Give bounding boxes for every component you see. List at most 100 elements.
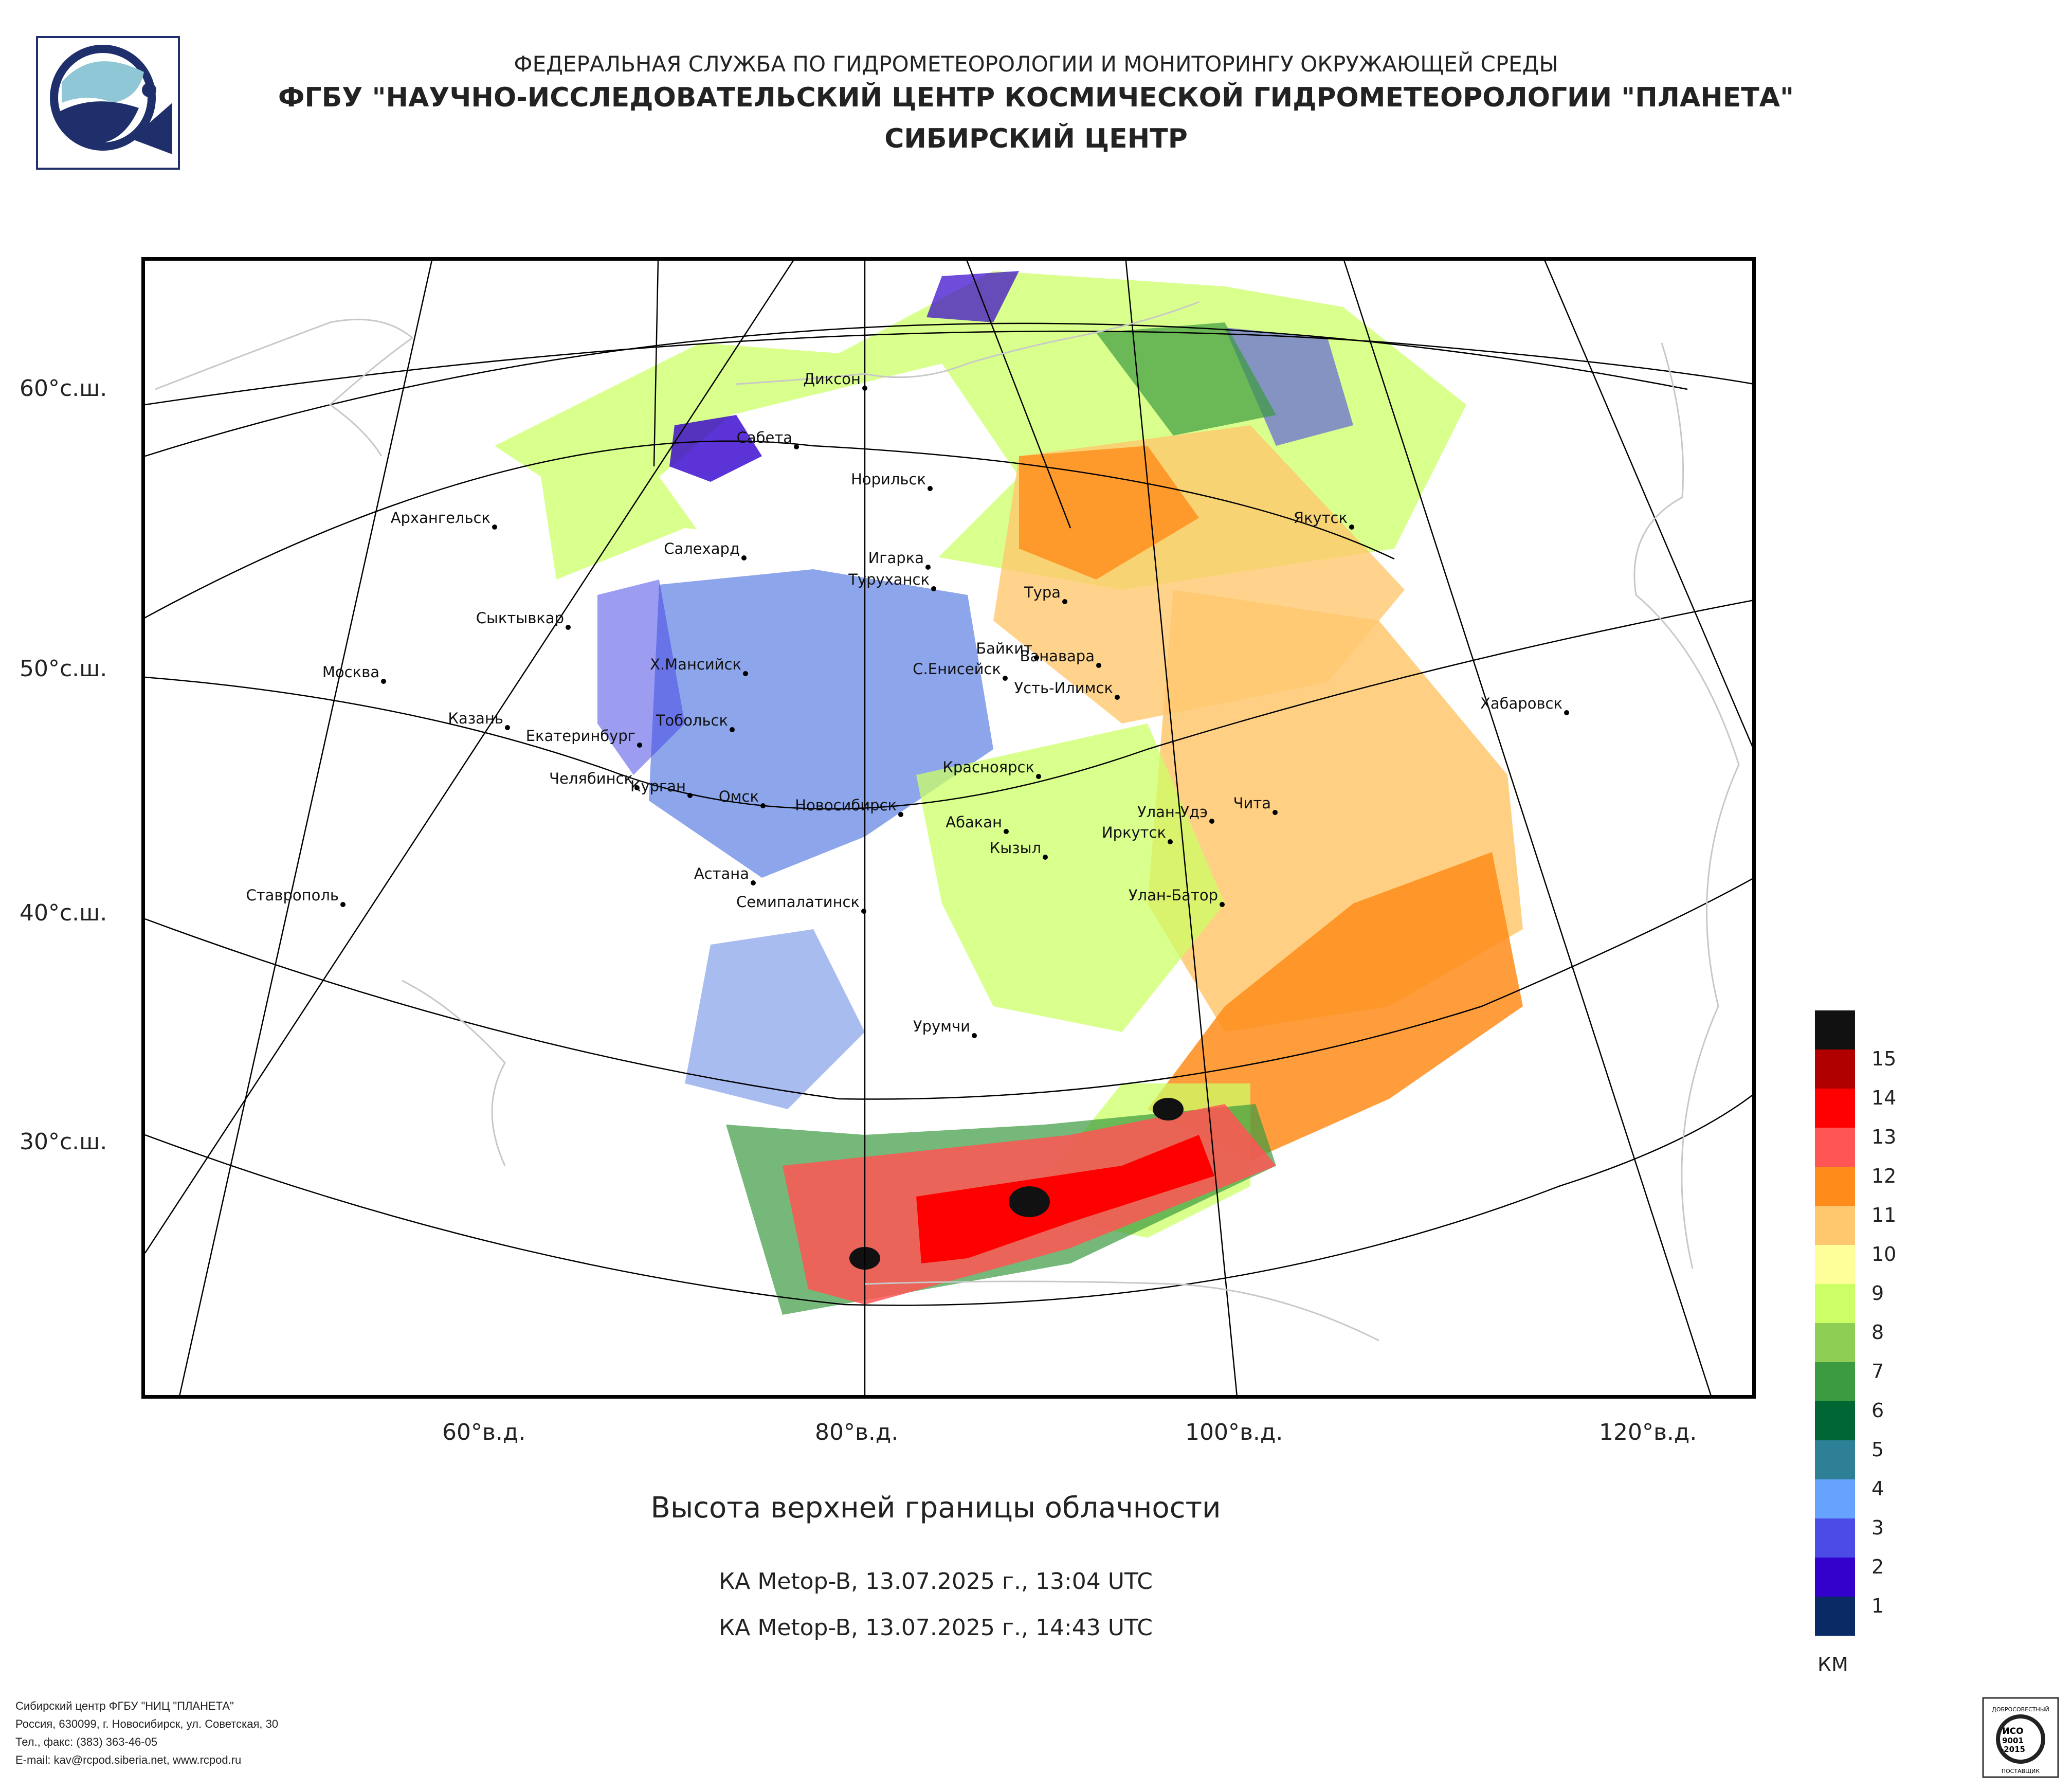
city-dot <box>898 812 903 817</box>
legend-swatch <box>1815 1206 1855 1245</box>
city-markers: Диксон Сабета Норильск Архангельск Якутск Сал… <box>246 370 1569 1038</box>
city-dot <box>1209 819 1214 824</box>
city-dot <box>931 586 936 591</box>
badge-line3: -2015 <box>2001 1745 2025 1754</box>
city-dot <box>741 555 747 560</box>
legend-swatch <box>1815 1479 1855 1518</box>
city-label: Сабета <box>737 429 792 446</box>
graticule <box>145 261 1752 1395</box>
legend-swatch <box>1815 1597 1855 1636</box>
legend-swatch <box>1815 1284 1855 1323</box>
city-label: Туруханск <box>848 571 930 588</box>
lat-label-50: 50°с.ш. <box>20 656 107 682</box>
legend-swatch <box>1815 1010 1855 1050</box>
legend-swatch <box>1815 1245 1855 1284</box>
lon-label-100: 100°в.д. <box>1185 1419 1283 1445</box>
footer-email: E-mail: kav@rcpod.siberia.net, www.rcpod… <box>15 1753 242 1766</box>
city-dot <box>1036 774 1041 779</box>
footer-address: Россия, 630099, г. Новосибирск, ул. Сове… <box>15 1717 279 1730</box>
city-label: Москва <box>322 663 379 681</box>
legend-swatch <box>1815 1167 1855 1206</box>
city-label: Тура <box>1024 584 1061 601</box>
city-dot <box>1043 855 1048 860</box>
city-label: Норильск <box>851 471 926 488</box>
city-label: Байкит <box>976 640 1032 657</box>
legend-swatch <box>1815 1558 1855 1597</box>
city-dot <box>861 909 866 914</box>
city-dot <box>1349 524 1354 530</box>
city-dot <box>1003 676 1008 681</box>
city-dot <box>925 565 931 570</box>
city-label: Семипалатинск <box>736 893 860 911</box>
legend-swatch <box>1815 1128 1855 1167</box>
city-label: Улан-Удэ <box>1137 803 1208 821</box>
city-dot <box>1220 902 1225 907</box>
legend-swatch <box>1815 1518 1855 1558</box>
lat-label-30: 30°с.ш. <box>20 1129 107 1155</box>
badge-top-text: ДОБРОСОВЕСТНЫЙ <box>1992 1706 2049 1713</box>
city-dot <box>505 725 510 730</box>
legend-unit: КМ <box>1817 1653 1848 1676</box>
city-dot <box>492 524 497 530</box>
city-label: Диксон <box>803 370 861 388</box>
city-label: Курган <box>630 777 686 795</box>
city-dot <box>972 1033 977 1038</box>
legend-label: 3 <box>1871 1516 1884 1539</box>
badge-line1: ИСО <box>2002 1726 2023 1736</box>
legend-swatch <box>1815 1323 1855 1362</box>
city-dot <box>760 803 766 808</box>
legend-label: 9 <box>1871 1282 1884 1305</box>
legend-label: 11 <box>1871 1204 1897 1226</box>
cloud-top-height-map: Диксон Сабета Норильск Архангельск Якутск Сал… <box>141 257 1756 1399</box>
city-label: Игарка <box>868 549 924 567</box>
iso-9001-badge-icon: ДОБРОСОВЕСТНЫЙ ИСО 9001 -2015 ПОСТАВЩИК <box>1982 1697 2059 1778</box>
legend-label: 10 <box>1871 1243 1897 1265</box>
city-dot <box>687 793 693 798</box>
legend-label: 6 <box>1871 1399 1884 1422</box>
city-label: Сыктывкар <box>476 609 564 627</box>
city-label: Иркутск <box>1102 824 1166 841</box>
legend-label: 15 <box>1871 1047 1897 1070</box>
city-dot <box>862 386 867 391</box>
city-label: С.Енисейск <box>913 660 1001 678</box>
legend-label: 12 <box>1871 1165 1897 1187</box>
legend-label: 8 <box>1871 1321 1884 1344</box>
city-dot <box>1034 655 1039 660</box>
lat-label-60: 60°с.ш. <box>20 375 107 402</box>
city-dot <box>1115 695 1120 700</box>
header-institute: ФГБУ "НАУЧНО-ИССЛЕДОВАТЕЛЬСКИЙ ЦЕНТР КОС… <box>278 82 1794 113</box>
city-dot <box>634 785 640 790</box>
lon-label-120: 120°в.д. <box>1599 1419 1697 1445</box>
city-label: Омск <box>719 788 759 805</box>
lon-label-60: 60°в.д. <box>442 1419 526 1445</box>
legend-label: 14 <box>1871 1087 1897 1109</box>
city-label: Урумчи <box>913 1018 970 1035</box>
city-label: Астана <box>694 865 749 882</box>
city-dot <box>751 880 756 885</box>
legend-swatch <box>1815 1362 1855 1401</box>
city-dot <box>730 727 735 732</box>
coastlines <box>155 301 1740 1342</box>
city-label: Хабаровск <box>1480 695 1562 712</box>
city-label: Кызыл <box>990 839 1041 857</box>
city-label: Улан-Батор <box>1129 887 1218 904</box>
legend-swatch <box>1815 1401 1855 1440</box>
city-dot <box>743 671 748 676</box>
footer-org: Сибирский центр ФГБУ "НИЦ "ПЛАНЕТА" <box>15 1699 234 1712</box>
badge-bottom-text: ПОСТАВЩИК <box>2002 1768 2040 1775</box>
city-dot <box>1564 710 1569 715</box>
header-center: СИБИРСКИЙ ЦЕНТР <box>884 123 1188 154</box>
badge-line2: 9001 <box>2002 1736 2024 1745</box>
legend-label: 7 <box>1871 1360 1884 1383</box>
legend-label: 2 <box>1871 1555 1884 1578</box>
city-dot <box>794 444 799 449</box>
planeta-logo-icon <box>36 36 180 170</box>
header-agency: ФЕДЕРАЛЬНАЯ СЛУЖБА ПО ГИДРОМЕТЕОРОЛОГИИ … <box>514 51 1558 77</box>
city-label: Казань <box>448 710 503 727</box>
lon-label-80: 80°в.д. <box>815 1419 899 1445</box>
city-dot <box>928 486 933 491</box>
lat-label-40: 40°с.ш. <box>20 900 107 926</box>
city-dot <box>1062 599 1067 604</box>
legend-label: 1 <box>1871 1595 1884 1617</box>
city-label: Новосибирск <box>795 797 897 814</box>
